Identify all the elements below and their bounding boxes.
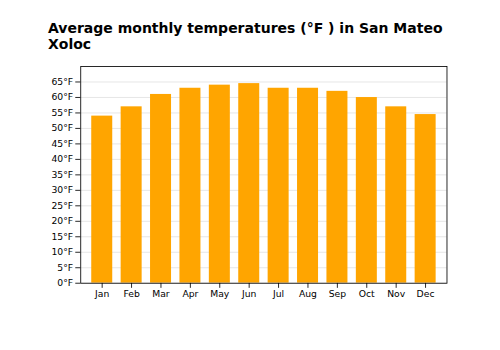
svg-text:Nov: Nov [387, 288, 406, 299]
svg-text:25°F: 25°F [51, 200, 73, 211]
svg-text:Sep: Sep [329, 288, 347, 299]
svg-text:Jul: Jul [272, 288, 284, 299]
svg-text:40°F: 40°F [51, 153, 73, 164]
svg-text:0°F: 0°F [57, 277, 73, 288]
svg-text:May: May [210, 288, 230, 299]
svg-text:Feb: Feb [123, 288, 139, 299]
svg-text:55°F: 55°F [51, 107, 73, 118]
svg-text:Mar: Mar [152, 288, 170, 299]
svg-text:65°F: 65°F [51, 76, 73, 87]
svg-text:Dec: Dec [417, 288, 435, 299]
svg-text:60°F: 60°F [51, 91, 73, 102]
svg-text:15°F: 15°F [51, 231, 73, 242]
svg-text:Apr: Apr [182, 288, 198, 299]
svg-text:Jan: Jan [94, 288, 109, 299]
html-text:Average monthly temperatures (: Average monthly temperatures (°F ) in Sa… [48, 20, 443, 52]
svg-text:20°F: 20°F [51, 215, 73, 226]
svg-text:Jun: Jun [241, 288, 257, 299]
svg-text:35°F: 35°F [51, 169, 73, 180]
svg-text:5°F: 5°F [57, 262, 73, 273]
svg-text:Oct: Oct [359, 288, 375, 299]
svg-text:10°F: 10°F [51, 246, 73, 257]
svg-text:45°F: 45°F [51, 138, 73, 149]
svg-text:50°F: 50°F [51, 122, 73, 133]
svg-text:Aug: Aug [299, 288, 317, 299]
svg-text:30°F: 30°F [51, 184, 73, 195]
